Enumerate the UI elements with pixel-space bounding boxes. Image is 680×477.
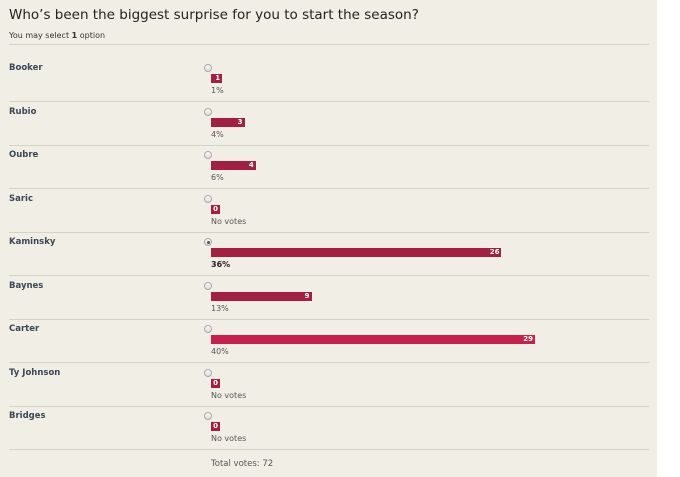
poll-option: Rubio 3 4% (9, 102, 649, 146)
vote-percent: No votes (211, 390, 247, 400)
option-radio-button[interactable] (204, 281, 212, 290)
vote-bar: 0 (211, 204, 220, 214)
option-radio-button[interactable] (204, 325, 212, 333)
vote-bar: 0 (211, 378, 220, 388)
option-name: Baynes (9, 280, 44, 291)
total-votes: Total votes: 72 (211, 459, 274, 469)
poll-option: Carter 29 40% (9, 319, 649, 363)
poll-option: Ty Johnson 0 No votes (9, 363, 649, 407)
option-name: Carter (9, 324, 40, 334)
option-name: Oubre (9, 150, 39, 160)
option-radio-button[interactable] (204, 194, 212, 203)
poll-option: Oubre 4 6% (9, 145, 649, 189)
poll-question: Who’s been the biggest surprise for you … (9, 7, 419, 23)
vote-bar: 1 (211, 74, 223, 83)
vote-percent: 36% (211, 260, 231, 269)
vote-percent: 4% (211, 129, 224, 139)
option-radio-button[interactable] (204, 412, 212, 420)
vote-bar: 26 (211, 248, 502, 257)
vote-bar: 0 (211, 422, 220, 431)
vote-percent: 13% (211, 303, 229, 313)
vote-bar: 3 (211, 117, 245, 127)
option-name: Kaminsky (9, 237, 56, 247)
selection-note-count: 1 (71, 31, 78, 40)
option-radio-button[interactable] (204, 151, 212, 159)
vote-bar: 29 (211, 335, 535, 344)
vote-percent: No votes (211, 434, 247, 443)
vote-percent: 40% (211, 347, 229, 356)
option-radio-button[interactable] (204, 64, 212, 72)
vote-percent: 1% (211, 86, 224, 95)
poll-option: Bridges 0 No votes (9, 406, 649, 450)
option-radio-button[interactable] (204, 107, 212, 116)
option-radio-button[interactable] (204, 368, 212, 377)
poll-option: Kaminsky 26 36% (9, 232, 649, 276)
poll-option: Saric 0 No votes (9, 189, 649, 233)
divider (9, 44, 649, 45)
selection-note: You may select 1 option (9, 31, 105, 40)
poll-panel: Who’s been the biggest surprise for you … (0, 0, 657, 477)
option-name: Booker (9, 63, 43, 73)
option-name: Bridges (9, 411, 46, 421)
option-name: Saric (9, 193, 34, 204)
poll-option: Booker 1 1% (9, 58, 649, 102)
selection-note-suffix: option (77, 31, 106, 40)
vote-percent: 6% (211, 173, 224, 182)
poll-option: Baynes 9 13% (9, 276, 649, 320)
vote-percent: No votes (211, 216, 247, 226)
vote-bar: 9 (211, 291, 312, 301)
option-name: Ty Johnson (9, 367, 61, 378)
option-name: Rubio (9, 106, 37, 117)
vote-bar: 4 (211, 161, 256, 170)
option-radio-button[interactable] (204, 238, 212, 246)
selection-note-prefix: You may select (9, 31, 72, 40)
